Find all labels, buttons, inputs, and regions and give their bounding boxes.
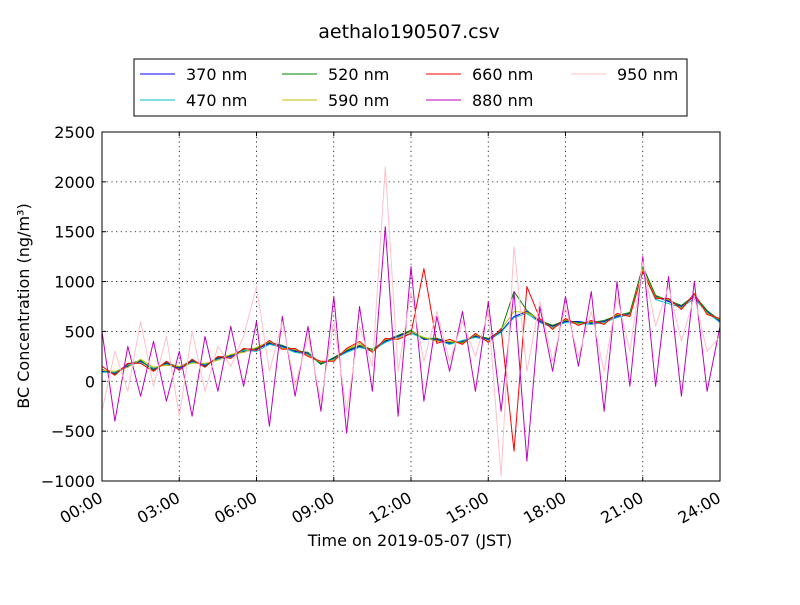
legend-label-660-nm: 660 nm [472, 65, 533, 84]
x-tick-label: 09:00 [288, 488, 337, 528]
series-line-660-nm [102, 268, 720, 452]
legend-entries: 370 nm 470 nm 520 nm 590 nm 660 nm 880 nm 950 … [140, 65, 678, 110]
series-line-470-nm [102, 271, 720, 373]
axis-ticks [101, 131, 721, 482]
x-tick-labels: 00:00 03:00 06:00 09:00 12:00 15:00 18:00 21:00… [57, 488, 724, 528]
y-tick-label: 2500 [54, 123, 95, 142]
y-tick-label: 2000 [54, 173, 95, 192]
x-tick-label: 12:00 [366, 488, 415, 528]
y-tick-label: 1000 [54, 273, 95, 292]
legend-label-520-nm: 520 nm [328, 65, 389, 84]
y-tick-label: 0 [85, 372, 95, 391]
y-tick-label: 500 [64, 322, 95, 341]
x-tick-label: 21:00 [597, 488, 646, 528]
series-lines [102, 166, 720, 477]
y-tick-label: −1000 [41, 472, 95, 491]
grid [102, 132, 720, 481]
legend-frame [133, 58, 688, 117]
legend-label-950-nm: 950 nm [617, 65, 678, 84]
x-tick-label: 00:00 [57, 488, 106, 528]
x-tick-label: 24:00 [675, 488, 724, 528]
chart-title: aethalo190507.csv [318, 21, 500, 43]
y-tick-labels: −1000 −500 0 500 1000 1500 2000 2500 [41, 123, 95, 491]
y-tick-label: −500 [51, 422, 95, 441]
x-tick-label: 06:00 [211, 488, 260, 528]
y-tick-label: 1500 [54, 223, 95, 242]
legend-label-880-nm: 880 nm [472, 91, 533, 110]
x-tick-label: 15:00 [443, 488, 492, 528]
series-line-950-nm [102, 166, 720, 477]
x-tick-label: 18:00 [520, 488, 569, 528]
legend: 370 nm 470 nm 520 nm 590 nm 660 nm 880 nm 950 … [133, 58, 688, 117]
x-axis-label: Time on 2019-05-07 (JST) [307, 531, 512, 550]
series-line-520-nm [102, 266, 720, 375]
x-tick-label: 03:00 [134, 488, 183, 528]
series-line-880-nm [102, 226, 720, 462]
legend-label-370-nm: 370 nm [186, 65, 247, 84]
legend-label-470-nm: 470 nm [186, 91, 247, 110]
y-axis-label: BC Concentration (ng/m³) [14, 203, 33, 408]
legend-label-590-nm: 590 nm [328, 91, 389, 110]
